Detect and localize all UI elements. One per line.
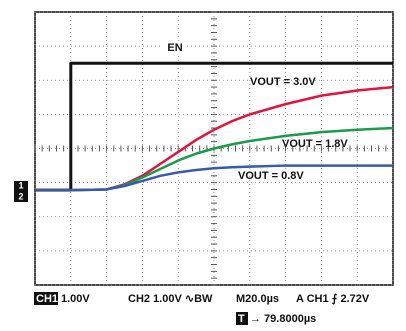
ground-marker	[14, 181, 28, 202]
trace-label: VOUT = 1.8V	[282, 138, 348, 150]
timebase: M20.0µs	[236, 293, 279, 305]
ch1-label: CH1	[36, 293, 58, 305]
trace-label: EN	[167, 42, 182, 54]
trace	[35, 164, 393, 192]
t-box	[236, 312, 248, 325]
ch2-scale: CH2 1.00V ∿BW	[128, 293, 213, 305]
ch1-scale: 1.00V	[61, 293, 90, 305]
ch1-box	[34, 292, 58, 305]
t-position: → 79.8000µs	[250, 313, 316, 325]
trigger: A CH1 ⨍ 2.72V	[296, 293, 370, 305]
t-label: T	[238, 313, 245, 325]
trace	[35, 61, 393, 192]
trace-label: VOUT = 0.8V	[238, 170, 304, 182]
marker-1: 1	[18, 180, 23, 190]
label-bg	[163, 41, 187, 55]
trace-label: VOUT = 3.0V	[250, 76, 316, 88]
marker-2: 2	[18, 191, 23, 201]
